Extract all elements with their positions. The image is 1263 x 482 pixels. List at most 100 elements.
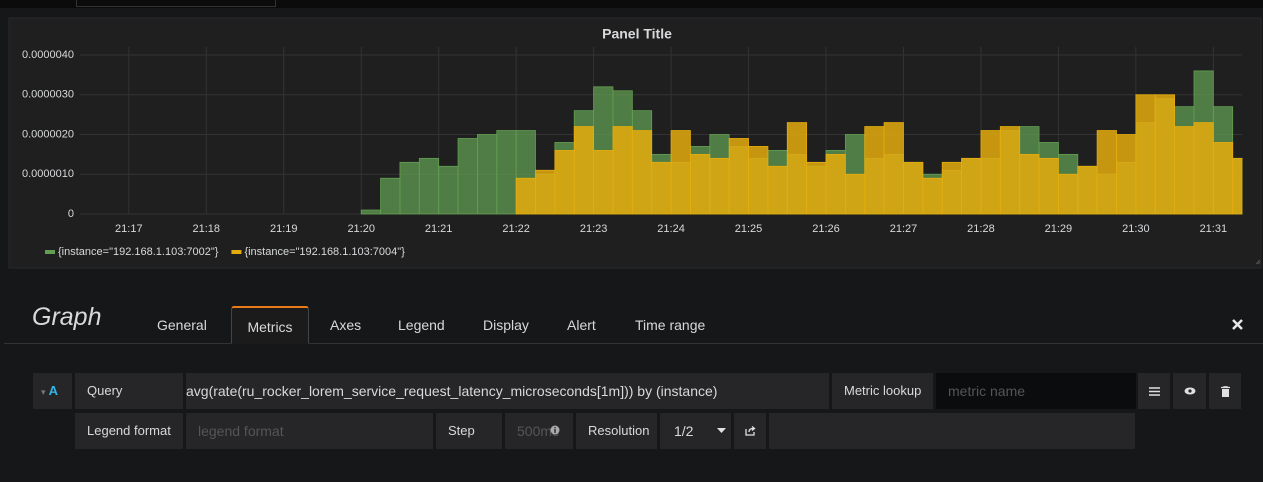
toggle-button[interactable] [1173,373,1206,409]
y-tick-label: 0.0000010 [22,168,74,180]
bar [748,146,769,215]
x-tick-label: 21:24 [657,223,685,235]
bar [806,161,827,215]
label: Query [75,373,183,409]
chart: Panel Title 0 0.0000010 0.0000020 0.0000030… [8,17,1262,269]
bar [709,157,730,215]
bar [477,134,498,215]
y-tick-label: 0.0000040 [22,49,74,61]
bar [1077,165,1098,215]
x-tick-label: 21:25 [735,223,763,235]
x-tick-label: 21:31 [1200,223,1228,235]
delete-button[interactable] [1209,373,1241,409]
bar [1038,157,1059,215]
legend-swatch [231,250,242,254]
bar [922,177,943,215]
bar [961,157,982,215]
bar [554,149,575,215]
share-button[interactable] [734,413,766,449]
top-bar-tab [76,0,276,7]
y-tick-label: 0.0000030 [22,89,74,101]
resize-handle [1255,259,1261,265]
x-tick-label: 21:20 [347,223,375,235]
bar [690,153,711,215]
bar [631,130,653,215]
close-button[interactable] [1231,318,1244,331]
bar [670,130,691,215]
tab-active[interactable]: Metrics [231,306,309,344]
tab-border [4,343,1263,344]
bar [999,126,1021,215]
bar [1135,94,1156,215]
bar [515,177,536,215]
metric-input[interactable]: metric name [936,373,1136,409]
x-tick-label: 21:30 [1122,223,1150,235]
bar [418,157,440,215]
bar [1212,142,1234,215]
bar [883,122,904,215]
legend-input[interactable]: legend format [186,413,433,449]
label: Metric lookup [832,373,933,409]
bar [573,126,595,215]
x-tick-label: 21:27 [890,223,918,235]
x-tick-label: 21:17 [115,223,143,235]
label: Step [436,413,502,449]
bar [1174,126,1195,215]
bar [1019,153,1040,215]
y-tick-label: 0.0000020 [22,128,74,140]
top-bar [0,0,1263,8]
legend-label: {instance="192.168.1.103:7004"} [244,246,405,258]
info-icon [550,425,560,435]
tab[interactable]: Legend [398,317,445,333]
bar [1193,122,1214,215]
tab[interactable]: Alert [567,317,596,333]
bar [1232,157,1243,215]
bar [360,209,381,215]
bar [1058,173,1079,215]
bar [864,126,885,215]
bar [535,169,556,215]
editor-title: Graph [32,303,102,331]
ref-id: A [48,383,59,398]
y-tick-label: 0 [68,208,74,220]
bar [903,161,924,215]
bar [1116,134,1137,215]
filler [769,413,1135,449]
caret [717,428,726,433]
resolution-value: 1/2 [674,423,694,439]
bar [941,161,962,215]
bar [612,126,633,215]
query-ref[interactable]: ▾ A [33,373,72,409]
bar [380,177,401,215]
menu-button[interactable] [1138,373,1170,409]
query-input[interactable]: avg(rate(ru_rocker_lorem_service_request… [186,373,829,409]
label: Legend format [75,413,183,449]
bar [651,161,672,215]
bar [786,122,808,215]
tab[interactable]: Display [483,317,529,333]
tab[interactable]: Axes [330,317,362,333]
step-input[interactable]: 500ms [505,413,573,449]
x-tick-label: 21:21 [425,223,453,235]
bar [438,165,459,215]
x-tick-label: 21:23 [580,223,608,235]
legend-label: {instance="192.168.1.103:7002"} [58,246,219,258]
label: Resolution [576,413,657,449]
x-tick-label: 21:26 [812,223,840,235]
bar [980,130,1001,215]
x-tick-label: 21:18 [193,223,221,235]
tab[interactable]: General [157,317,207,333]
x-tick-label: 21:29 [1045,223,1073,235]
tab[interactable]: Time range [635,317,706,333]
bar [593,149,614,215]
x-tick-label: 21:22 [502,223,530,235]
plot: 0 0.0000010 0.0000020 0.0000030 0.0000040 21:… [22,47,1243,235]
x-tick-label: 21:19 [270,223,298,235]
legend-swatch [45,250,55,254]
bar [1096,130,1117,215]
resolution-select[interactable]: 1/2 [660,413,731,449]
chart-title: Panel Title [602,26,672,42]
bar [728,138,749,215]
bar [825,153,846,215]
